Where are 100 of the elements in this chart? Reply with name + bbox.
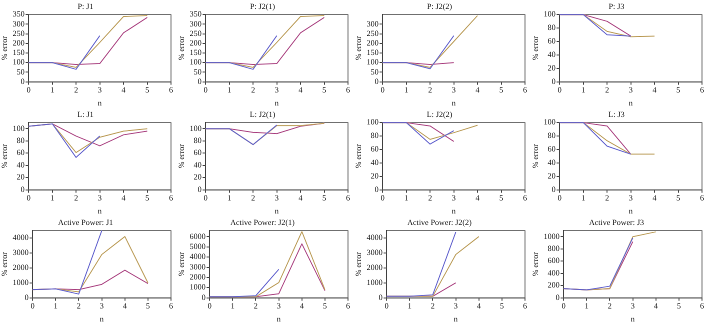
y-tick-label: 250	[12, 28, 25, 38]
y-tick-label: 20	[194, 172, 202, 182]
chart-title: P: J1	[78, 2, 94, 11]
y-tick-label: 60	[194, 148, 202, 158]
y-tick-label: 40	[548, 158, 556, 168]
y-axis-title: % error	[354, 144, 363, 168]
y-tick-label: 50	[194, 67, 202, 76]
y-axis-title: % error	[530, 144, 540, 168]
x-tick-label: 4	[654, 302, 658, 311]
x-tick-label: 5	[322, 194, 326, 203]
x-tick-label: 2	[74, 194, 78, 203]
y-tick-label: 4000	[12, 233, 29, 242]
x-tick-label: 2	[254, 302, 258, 311]
x-tick-label: 3	[100, 302, 104, 311]
x-tick-label: 5	[676, 86, 680, 95]
y-axis-title: % error	[176, 36, 186, 60]
y-tick-label: 150	[12, 48, 25, 58]
y-tick-label: 100	[366, 58, 379, 67]
y-axis-title: % error	[354, 36, 363, 60]
y-tick-label: 0	[202, 292, 206, 302]
x-axis-title: n	[628, 98, 633, 108]
y-tick-label: 20	[16, 172, 25, 182]
y-tick-label: 350	[190, 10, 202, 19]
x-axis-title: n	[100, 314, 104, 324]
x-tick-label: 3	[454, 302, 458, 311]
x-tick-label: 3	[276, 302, 281, 311]
y-tick-label: 0	[374, 184, 379, 194]
y-tick-label: 50	[16, 67, 25, 76]
x-axis-title: n	[98, 98, 102, 108]
y-tick-label: 100	[544, 10, 556, 19]
x-tick-label: 4	[300, 302, 304, 311]
x-tick-label: 6	[346, 302, 350, 311]
y-tick-label: 0	[374, 76, 379, 86]
y-tick-label: 600	[548, 256, 560, 266]
y-tick-label: 200	[190, 38, 202, 48]
y-tick-label: 5000	[190, 242, 206, 251]
x-tick-label: 3	[452, 86, 456, 95]
x-tick-label: 3	[630, 302, 635, 311]
x-tick-label: 1	[227, 194, 232, 203]
y-tick-label: 3000	[366, 248, 383, 258]
y-tick-label: 0	[24, 292, 29, 302]
x-tick-label: 5	[499, 86, 504, 95]
y-tick-label: 2000	[12, 263, 29, 272]
chart-title: Active Power: J2(1)	[230, 218, 296, 227]
y-tick-label: 200	[366, 38, 379, 48]
x-tick-label: 2	[74, 86, 78, 95]
x-tick-label: 0	[384, 302, 389, 311]
x-tick-label: 1	[404, 194, 408, 203]
chart-title: L: J2(1)	[250, 110, 276, 119]
y-tick-label: 800	[548, 244, 560, 254]
y-tick-label: 300	[366, 19, 379, 28]
y-tick-label: 150	[366, 48, 379, 58]
x-tick-label: 6	[523, 302, 527, 311]
y-tick-label: 1000	[12, 278, 29, 287]
x-tick-label: 0	[208, 302, 212, 311]
y-tick-label: 0	[20, 76, 25, 86]
x-tick-label: 2	[251, 194, 256, 203]
x-axis-title: n	[276, 314, 281, 324]
y-tick-label: 60	[16, 148, 25, 158]
y-tick-label: 20	[370, 171, 379, 180]
x-tick-label: 3	[628, 194, 633, 203]
x-tick-label: 6	[346, 86, 350, 95]
x-tick-label: 1	[408, 302, 412, 311]
y-tick-label: 350	[12, 10, 25, 19]
y-tick-label: 0	[20, 184, 25, 194]
x-tick-label: 6	[346, 194, 350, 203]
y-tick-label: 50	[370, 67, 379, 76]
x-tick-label: 4	[298, 86, 303, 95]
x-tick-label: 1	[50, 86, 54, 95]
chart-title: P: J2(1)	[250, 2, 276, 11]
y-tick-label: 400	[548, 268, 560, 278]
y-tick-label: 4000	[366, 233, 383, 242]
x-tick-label: 2	[605, 86, 610, 95]
y-tick-label: 60	[370, 144, 379, 154]
x-tick-label: 6	[700, 302, 704, 311]
y-tick-label: 1000	[544, 232, 560, 241]
chart-title: P: J3	[608, 2, 624, 11]
y-tick-label: 1000	[366, 278, 383, 287]
x-tick-label: 0	[562, 302, 566, 311]
x-tick-label: 2	[605, 194, 610, 203]
x-tick-label: 1	[581, 194, 586, 203]
x-tick-label: 1	[227, 86, 232, 95]
x-tick-label: 5	[145, 194, 150, 203]
y-tick-label: 80	[548, 23, 556, 32]
y-tick-label: 0	[552, 76, 556, 86]
x-tick-label: 2	[251, 86, 256, 95]
y-axis-title: % error	[530, 252, 540, 276]
x-tick-label: 6	[169, 302, 173, 311]
x-tick-label: 1	[230, 302, 235, 311]
x-tick-label: 2	[76, 302, 81, 311]
chart-title: L: J3	[608, 110, 625, 119]
x-tick-label: 4	[652, 86, 657, 95]
x-tick-label: 5	[145, 86, 150, 95]
y-tick-label: 200	[548, 280, 560, 290]
y-tick-label: 2000	[190, 272, 206, 282]
y-tick-label: 60	[548, 144, 556, 154]
y-axis-title: % error	[530, 36, 540, 60]
y-tick-label: 100	[12, 124, 25, 133]
x-axis-title: n	[454, 314, 458, 324]
y-tick-label: 0	[198, 76, 202, 86]
